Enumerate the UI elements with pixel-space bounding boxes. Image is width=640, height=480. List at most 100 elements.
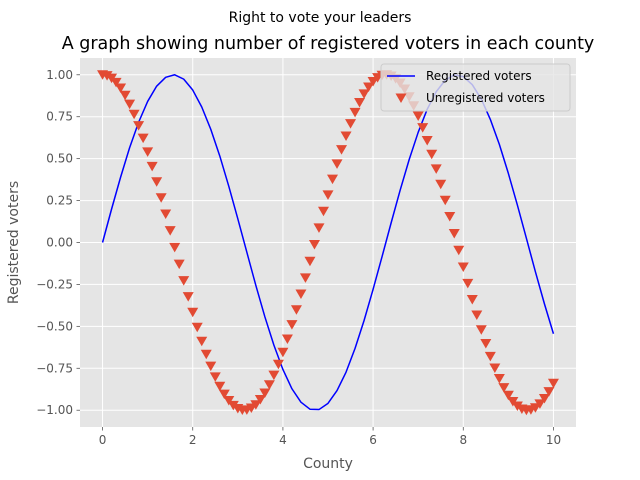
- data-point-marker: [358, 89, 370, 99]
- y-tick-label: 0.50: [46, 152, 73, 166]
- data-point-marker: [277, 347, 289, 358]
- data-point-marker: [430, 164, 442, 174]
- data-point-marker: [543, 387, 555, 397]
- data-point-marker: [547, 378, 559, 389]
- data-point-marker: [412, 111, 424, 122]
- data-point-marker: [101, 71, 113, 81]
- legend-label-unregistered: Unregistered voters: [426, 91, 545, 105]
- data-point-marker: [466, 295, 478, 305]
- x-tick-label: 4: [279, 433, 287, 447]
- data-point-marker: [511, 401, 523, 412]
- data-point-marker: [308, 240, 320, 250]
- data-point-marker: [417, 123, 429, 133]
- data-point-marker: [313, 223, 325, 233]
- data-point-marker: [110, 77, 122, 88]
- data-point-marker: [128, 109, 140, 120]
- data-point-marker: [322, 190, 334, 200]
- y-tick-label: 0.25: [46, 194, 73, 208]
- chart-suptitle: Right to vote your leaders: [229, 10, 412, 26]
- data-point-marker: [133, 121, 145, 131]
- legend-frame: [380, 63, 571, 112]
- data-point-marker: [471, 310, 483, 320]
- data-point-marker: [115, 83, 127, 94]
- data-point-marker: [502, 390, 514, 401]
- x-axis-label: County: [303, 456, 353, 472]
- y-tick-label: −1.00: [36, 403, 73, 417]
- data-point-marker: [327, 174, 339, 185]
- data-point-marker: [169, 242, 181, 253]
- data-point-marker: [268, 370, 280, 381]
- data-point-marker: [538, 393, 550, 404]
- data-point-marker: [290, 305, 302, 315]
- data-point-marker: [426, 149, 438, 160]
- y-axis-label: Registered voters: [6, 181, 22, 304]
- data-point-marker: [281, 334, 293, 344]
- data-point-marker: [480, 338, 492, 349]
- data-point-marker: [187, 307, 199, 318]
- x-tick-label: 0: [99, 433, 107, 447]
- y-tick-label: −0.25: [36, 277, 73, 291]
- data-point-marker: [331, 159, 343, 169]
- data-point-marker: [250, 400, 262, 410]
- data-point-marker: [137, 133, 149, 144]
- data-point-marker: [191, 322, 203, 333]
- data-point-marker: [272, 359, 284, 370]
- data-point-marker: [200, 349, 212, 360]
- x-tick-label: 2: [189, 433, 197, 447]
- data-point-marker: [475, 325, 487, 335]
- data-point-marker: [448, 228, 460, 239]
- x-tick-label: 6: [369, 433, 377, 447]
- legend-marker-swatch: [395, 93, 407, 103]
- data-point-marker: [489, 363, 501, 373]
- data-point-marker: [498, 383, 510, 393]
- data-point-marker: [421, 136, 433, 146]
- data-point-marker: [182, 292, 194, 302]
- data-point-marker: [336, 145, 348, 155]
- data-point-marker: [299, 273, 311, 283]
- data-point-marker: [354, 97, 366, 108]
- data-point-marker: [340, 131, 352, 141]
- data-point-marker: [259, 388, 271, 398]
- data-point-marker: [484, 351, 496, 362]
- data-point-marker: [205, 361, 217, 372]
- chart-title: A graph showing number of registered vot…: [62, 34, 595, 54]
- data-point-marker: [196, 336, 208, 347]
- legend-label-registered: Registered voters: [426, 69, 532, 83]
- x-tick-label: 10: [546, 433, 561, 447]
- data-point-marker: [218, 389, 230, 400]
- y-tick-label: 1.00: [46, 68, 73, 82]
- data-point-marker: [363, 82, 375, 93]
- grid: [80, 58, 576, 427]
- data-point-marker: [151, 177, 163, 187]
- data-point-marker: [178, 276, 190, 286]
- y-tick-label: 0.75: [46, 110, 73, 124]
- data-point-marker: [254, 394, 266, 405]
- data-point-marker: [263, 380, 275, 390]
- y-tick-label: −0.75: [36, 361, 73, 375]
- data-point-marker: [317, 206, 329, 217]
- y-tick-label: −0.50: [36, 319, 73, 333]
- data-point-marker: [534, 399, 546, 409]
- data-point-marker: [286, 320, 298, 330]
- data-point-marker: [435, 179, 447, 190]
- axis-ticks: 0 2 4 6 8 10 −1.00 −0.75 −0.50 −0.25 0.00 0.25 0.50 0…: [36, 68, 561, 447]
- data-point-marker: [155, 193, 167, 203]
- data-point-marker: [214, 381, 226, 392]
- data-point-marker: [457, 262, 469, 272]
- y-tick-label: 0.00: [46, 236, 73, 250]
- x-tick-label: 8: [459, 433, 467, 447]
- data-point-marker: [345, 119, 357, 129]
- data-point-marker: [462, 278, 474, 289]
- data-point-marker: [295, 289, 307, 299]
- legend: Registered voters Unregistered voters: [380, 63, 571, 112]
- data-point-marker: [444, 212, 456, 222]
- data-point-marker: [164, 226, 176, 236]
- data-point-marker: [124, 99, 136, 110]
- data-point-marker: [439, 195, 451, 206]
- data-point-marker: [209, 372, 221, 382]
- data-point-marker: [173, 259, 185, 270]
- data-point-marker: [146, 161, 158, 172]
- data-point-marker: [304, 256, 316, 267]
- data-point-marker: [493, 374, 505, 384]
